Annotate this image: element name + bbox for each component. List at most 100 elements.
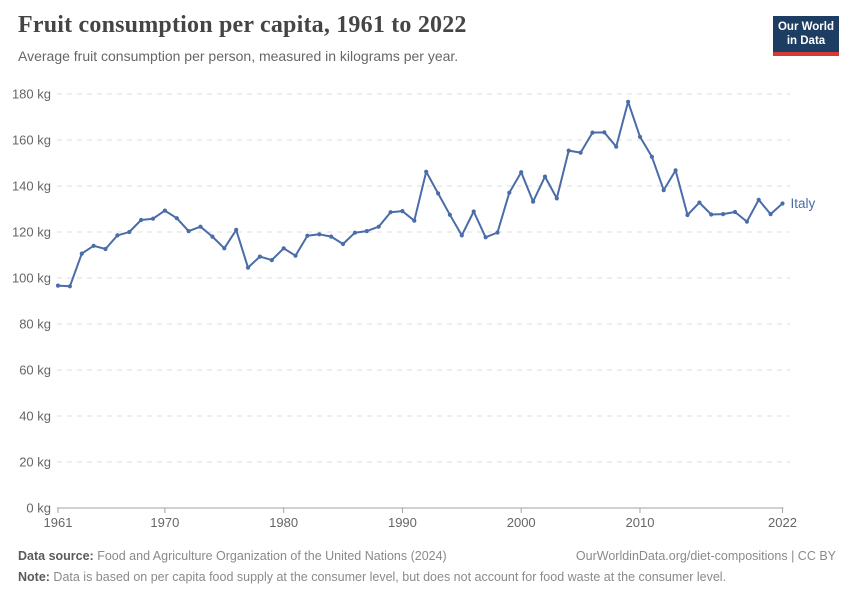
data-point — [364, 229, 369, 234]
data-point — [340, 241, 346, 247]
data-point — [661, 188, 666, 193]
y-tick-label: 140 kg — [12, 179, 51, 194]
data-point — [673, 168, 678, 173]
x-tick-label: 2010 — [626, 515, 655, 530]
data-point — [269, 258, 274, 263]
data-point — [495, 230, 500, 235]
note-text: Data is based on per capita food supply … — [49, 570, 727, 584]
owid-url-link[interactable]: OurWorldinData.org/diet-compositions — [575, 549, 788, 563]
data-point — [436, 191, 441, 196]
data-point — [317, 232, 322, 237]
data-point — [234, 227, 239, 232]
series-end-label: Italy — [791, 196, 816, 211]
data-point — [329, 234, 334, 239]
footer-links: OurWorldinData.org/diet-compositions | C… — [576, 546, 836, 567]
data-point — [626, 99, 631, 104]
data-point — [412, 218, 417, 223]
page-title: Fruit consumption per capita, 1961 to 20… — [18, 12, 467, 38]
data-point — [483, 235, 488, 240]
data-point — [768, 212, 773, 217]
data-point — [400, 209, 405, 214]
data-point — [721, 212, 726, 217]
data-point — [471, 209, 476, 214]
y-tick-label: 60 kg — [19, 363, 51, 378]
data-point — [388, 210, 393, 215]
x-tick-label: 2000 — [507, 515, 536, 530]
x-axis: 1961 1970 1980 1990 2000 2010 2022 — [44, 508, 797, 530]
data-point — [637, 134, 643, 139]
data-point — [150, 216, 156, 221]
data-point — [115, 233, 120, 238]
data-point — [139, 217, 144, 223]
y-tick-label: 100 kg — [12, 271, 51, 286]
data-point — [293, 253, 298, 258]
data-point — [554, 196, 559, 201]
data-point — [67, 284, 72, 289]
owid-logo[interactable]: Our World in Data — [773, 16, 839, 56]
data-point — [507, 190, 512, 195]
data-point — [685, 212, 690, 218]
data-point — [602, 130, 607, 135]
y-tick-label: 40 kg — [19, 409, 51, 424]
data-point — [352, 230, 357, 235]
data-point — [257, 254, 262, 259]
data-point — [447, 212, 452, 217]
y-tick-label: 80 kg — [19, 317, 51, 332]
data-point — [578, 150, 583, 155]
grid-layer: 0 kg 20 kg 40 kg 60 kg 80 kg 100 kg 120 kg 140 … — [12, 87, 790, 516]
data-source-label: Data source: — [18, 549, 94, 563]
data-point — [424, 169, 429, 174]
data-point — [780, 201, 785, 206]
data-source: Data source: Food and Agriculture Organi… — [18, 546, 447, 567]
owid-logo-line2: in Data — [786, 34, 826, 47]
series-italy — [55, 99, 785, 289]
x-tick-label: 2022 — [768, 515, 797, 530]
data-point — [709, 212, 714, 217]
data-point — [174, 216, 179, 221]
chart-footer: Data source: Food and Agriculture Organi… — [18, 546, 836, 588]
data-point — [542, 174, 548, 179]
data-point — [186, 229, 191, 234]
data-point — [198, 224, 203, 229]
data-point — [91, 243, 96, 248]
y-tick-label: 160 kg — [12, 133, 51, 148]
data-point — [55, 283, 61, 288]
y-tick-label: 20 kg — [19, 455, 51, 470]
footer-note-row: Note: Data is based on per capita food s… — [18, 567, 836, 588]
data-point — [649, 154, 655, 159]
data-point — [590, 130, 595, 135]
data-point — [756, 197, 761, 202]
chart-subtitle: Average fruit consumption per person, me… — [18, 48, 459, 64]
data-point — [127, 229, 132, 235]
data-point — [614, 144, 619, 149]
data-point — [222, 246, 227, 251]
data-point — [459, 233, 464, 238]
footer-divider: | — [787, 549, 798, 563]
data-point — [210, 234, 215, 239]
data-point — [162, 208, 167, 213]
data-point — [697, 200, 702, 205]
data-point — [732, 209, 738, 215]
data-point — [376, 224, 381, 229]
y-tick-label: 0 kg — [26, 501, 51, 516]
data-point — [519, 170, 524, 175]
y-tick-label: 120 kg — [12, 225, 51, 240]
x-tick-label: 1990 — [388, 515, 417, 530]
series-line — [57, 100, 784, 288]
x-tick-label: 1980 — [269, 515, 298, 530]
data-point — [79, 251, 84, 256]
data-point — [281, 246, 286, 251]
data-point — [744, 219, 750, 224]
owid-logo-line1: Our World — [777, 21, 834, 33]
data-point — [305, 233, 310, 238]
y-tick-label: 180 kg — [12, 87, 51, 102]
license-label: CC BY — [797, 549, 836, 563]
x-tick-label: 1961 — [44, 515, 73, 530]
note-label: Note: — [18, 570, 50, 584]
data-point — [566, 148, 571, 153]
data-point — [245, 265, 251, 270]
chart-header: Fruit consumption per capita, 1961 to 20… — [18, 12, 750, 64]
data-source-text: Food and Agriculture Organization of the… — [93, 549, 447, 563]
x-tick-label: 1970 — [150, 515, 179, 530]
